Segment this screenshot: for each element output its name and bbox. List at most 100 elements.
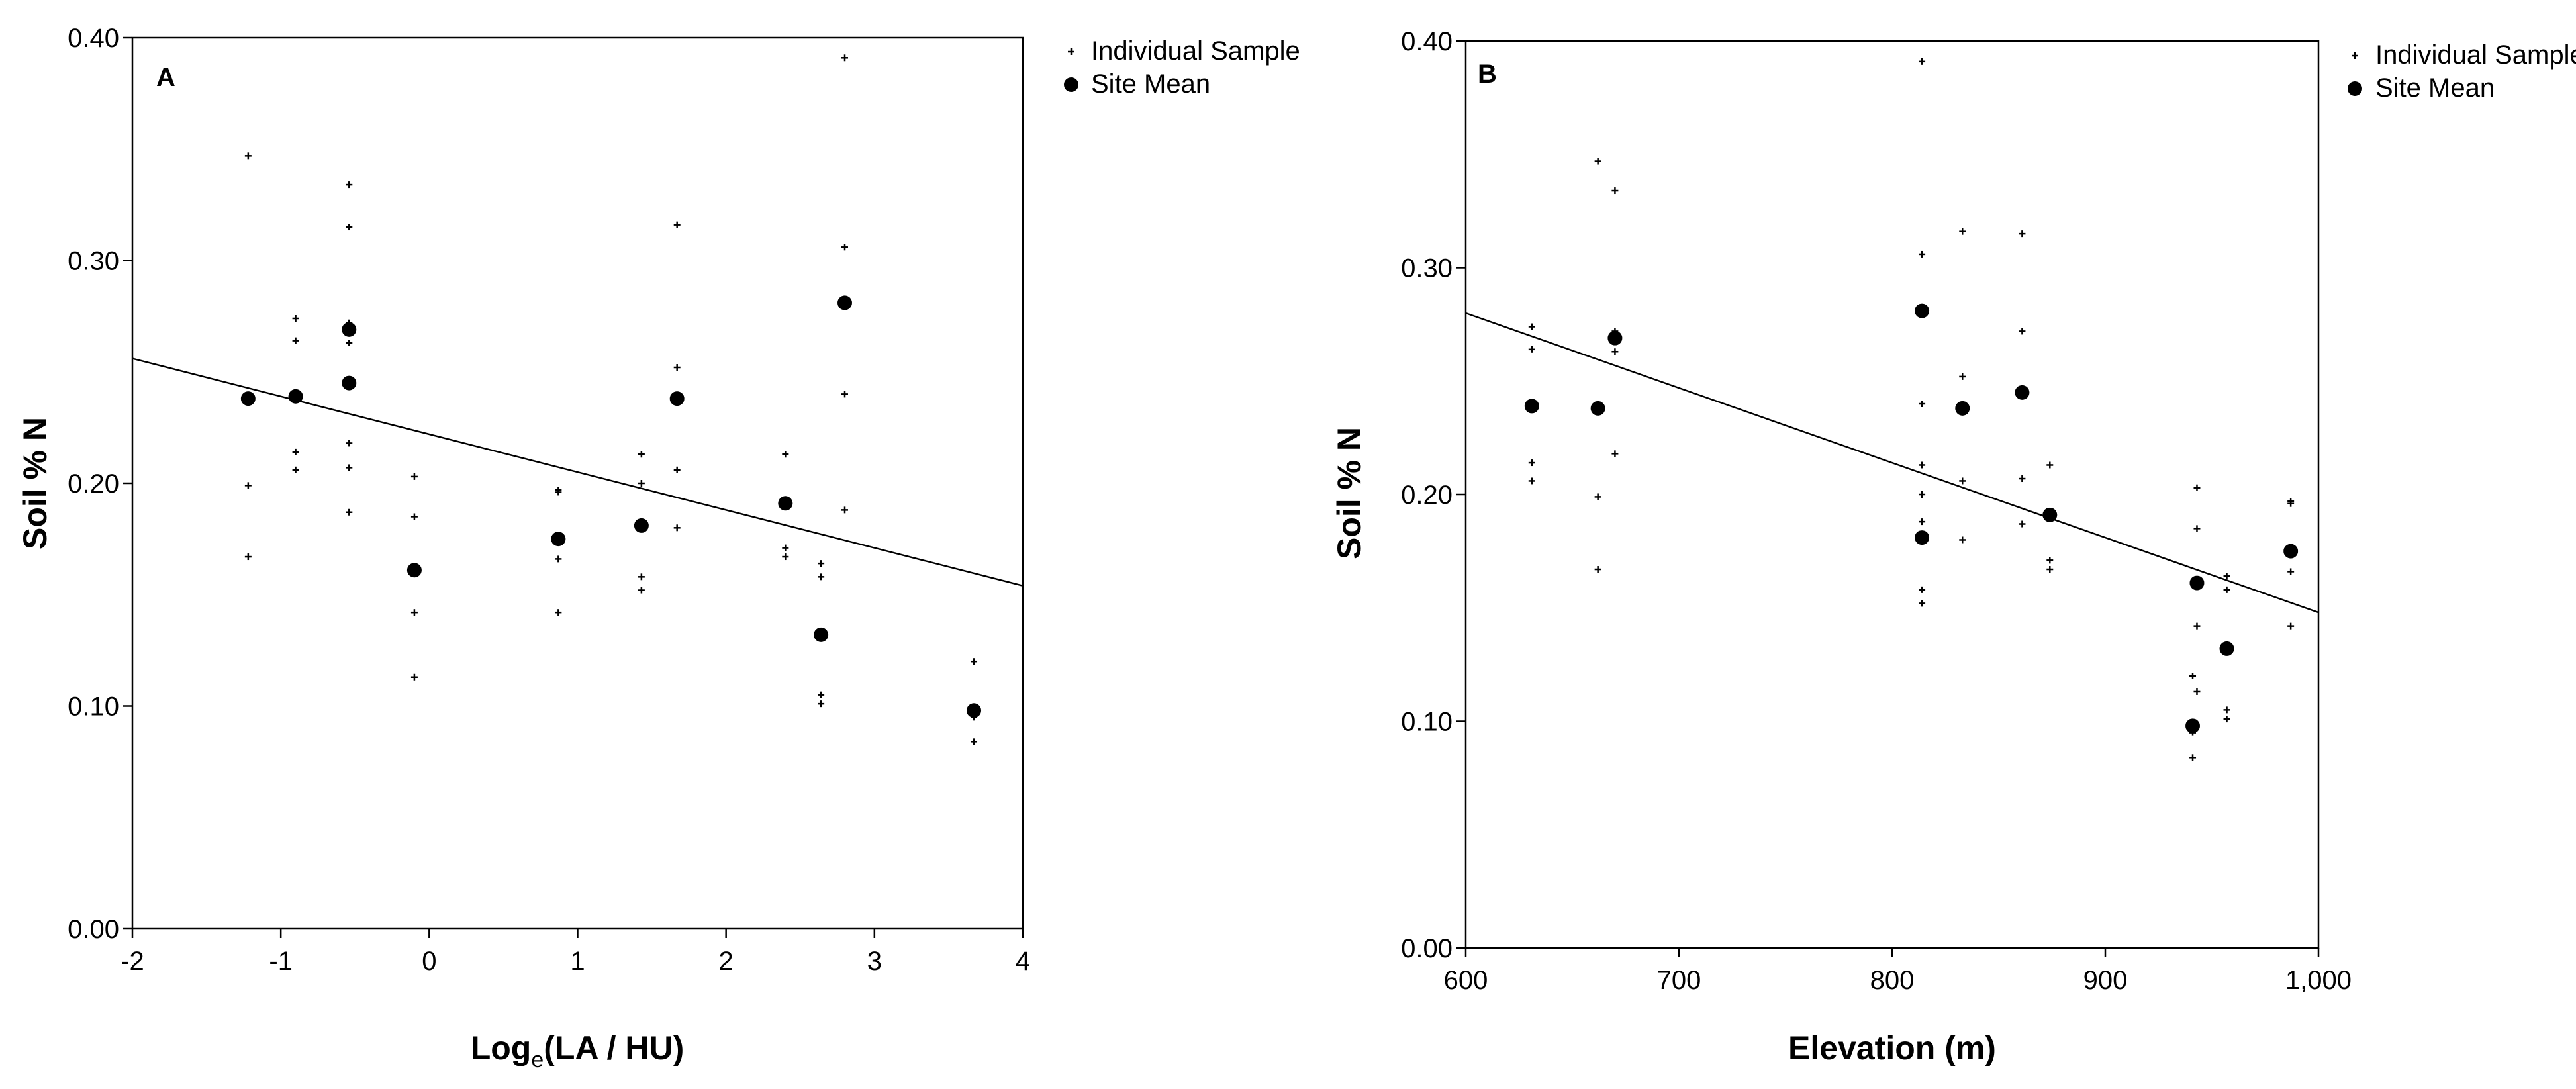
panel-a-legend-site-mean-marker xyxy=(1064,77,1078,92)
panel-a-individual-sample-point xyxy=(673,524,681,532)
panel-b-site-mean-point xyxy=(1590,401,1605,416)
panel-b-y-tick-label: 0.30 xyxy=(1401,254,1453,283)
panel-a-individual-sample-point xyxy=(346,181,353,189)
panel-a-individual-sample-point xyxy=(673,466,681,473)
panel-b-y-tick-label: 0.40 xyxy=(1401,27,1453,56)
panel-b-individual-sample-point xyxy=(1528,459,1535,467)
panel-a-legend-individual-sample-label: Individual Sample xyxy=(1091,36,1300,66)
panel-b-y-tick-label: 0.00 xyxy=(1401,934,1453,963)
panel-a-x-tick-label: 0 xyxy=(422,947,436,976)
panel-a-individual-sample-point xyxy=(346,508,353,516)
panel-a-x-tick-label: 2 xyxy=(719,947,734,976)
panel-a-individual-sample-point xyxy=(555,555,562,563)
panel-a-individual-sample-point xyxy=(638,480,645,487)
panel-a-individual-sample-point xyxy=(782,451,789,458)
panel-a-plot-frame xyxy=(131,36,1024,930)
panel-a-individual-sample-point xyxy=(638,573,645,581)
panel-a-x-tick-label: 3 xyxy=(867,947,882,976)
panel-a-individual-sample-point xyxy=(782,553,789,561)
panel-b-individual-sample-point xyxy=(1919,58,1926,65)
panel-b-series-individual-sample xyxy=(1528,58,2295,761)
panel-a-individual-sample-point xyxy=(292,448,299,455)
panel-a-individual-sample-point xyxy=(638,451,645,458)
panel-a-site-mean-point xyxy=(837,295,852,310)
panel-b-individual-sample-point xyxy=(2189,673,2197,679)
panel-b-individual-sample-point xyxy=(2046,566,2054,573)
panel-b-x-axis: 600 700 800 900 1,000 xyxy=(1444,948,2352,995)
panel-a-individual-sample-point xyxy=(410,473,418,480)
panel-b-panel-label: B xyxy=(1478,60,1497,89)
panel-b-individual-sample-point xyxy=(1919,461,1926,469)
panel-a-x-axis-title-main: Log xyxy=(471,1029,532,1066)
panel-b-individual-sample-point xyxy=(2193,622,2201,630)
panel-b-individual-sample-point xyxy=(2046,557,2054,564)
panel-a-individual-sample-point xyxy=(292,466,299,473)
panel-b-site-mean-point xyxy=(1524,399,1539,414)
panel-b-site-mean-point xyxy=(2283,544,2299,559)
panel-a-individual-sample-point xyxy=(841,54,848,62)
panel-a-individual-sample-point xyxy=(292,337,299,344)
panel-a-individual-sample-point xyxy=(410,673,418,681)
panel-b-legend-site-mean-label: Site Mean xyxy=(2375,73,2495,103)
panel-b-individual-sample-point xyxy=(1919,600,1926,607)
panel-a-individual-sample-point xyxy=(638,587,645,594)
panel-a-y-tick-label: 0.40 xyxy=(68,24,119,53)
panel-b-individual-sample-point xyxy=(2189,754,2197,761)
panel-a-individual-sample-point xyxy=(410,609,418,616)
panel-b-site-mean-point xyxy=(1607,330,1623,346)
panel-b-y-axis-title: Soil % N xyxy=(1331,427,1368,559)
panel-b-individual-sample-point xyxy=(1919,491,1926,498)
panel-a-individual-sample-point xyxy=(555,609,562,616)
panel-a-site-mean-point xyxy=(342,375,357,391)
panel-a-individual-sample-point xyxy=(818,691,825,698)
panel-b-x-tick-label: 700 xyxy=(1657,966,1701,995)
panel-a-legend-individual-sample-marker xyxy=(1068,48,1074,55)
panel-a-series-individual-sample xyxy=(244,54,978,745)
panel-b-individual-sample-point xyxy=(2287,500,2295,507)
panel-a-y-tick-label: 0.20 xyxy=(68,469,119,498)
panel-b-individual-sample-point xyxy=(1611,348,1619,355)
panel-b-individual-sample-point xyxy=(1919,401,1926,407)
panel-b-site-mean-point xyxy=(2189,575,2205,591)
panel-b-series-site-mean xyxy=(1524,303,2299,734)
panel-a-individual-sample-point xyxy=(555,489,562,496)
panel-a-x-axis: -2 -1 0 1 2 3 4 xyxy=(120,929,1030,976)
panel-a-individual-sample-point xyxy=(841,506,848,514)
panel-a-individual-sample-point xyxy=(410,513,418,520)
panel-b-individual-sample-point xyxy=(1528,323,1535,330)
panel-b-fit-line xyxy=(1465,312,2319,614)
panel-a-y-tick-label: 0.30 xyxy=(68,247,119,276)
panel-a-y-tick-label: 0.10 xyxy=(68,692,119,722)
panel-b-individual-sample-point xyxy=(1959,477,1966,485)
panel-a-individual-sample-point xyxy=(841,244,848,251)
panel-b-site-mean-point xyxy=(2042,507,2058,522)
panel-b-individual-sample-point xyxy=(2046,461,2054,469)
panel-b-individual-sample-point xyxy=(2193,688,2201,695)
panel-a-x-axis-title: Loge(LA / HU) xyxy=(471,1029,685,1072)
panel-a-series-site-mean xyxy=(240,295,982,718)
panel-b-chart: 0.00 0.10 0.20 0.30 0.40 600 700 800 900 1,000 Soi… xyxy=(1331,27,2576,1066)
panel-b-legend-individual-sample-marker xyxy=(2352,52,2358,59)
panel-a-y-tick-label: 0.00 xyxy=(68,915,119,944)
panel-a-individual-sample-point xyxy=(346,464,353,471)
panel-a-individual-sample-point xyxy=(841,391,848,398)
panel-b-individual-sample-point xyxy=(2019,328,2026,335)
panel-a-x-tick-label: -1 xyxy=(269,947,293,976)
panel-a-individual-sample-point xyxy=(818,573,825,581)
panel-a-site-mean-point xyxy=(240,391,256,406)
panel-b-individual-sample-point xyxy=(2287,568,2295,575)
panel-a-site-mean-point xyxy=(669,391,685,406)
panel-a-y-axis: 0.00 0.10 0.20 0.30 0.40 xyxy=(68,24,132,944)
panel-b-individual-sample-point xyxy=(2287,622,2295,630)
panel-a-fit-line xyxy=(132,357,1024,587)
panel-a-chart: 0.00 0.10 0.20 0.30 0.40 -2 -1 0 1 2 3 4 Soil % N Log… xyxy=(17,24,1300,1072)
panel-b-site-mean-point xyxy=(2015,385,2030,400)
panel-a-site-mean-point xyxy=(778,496,793,511)
panel-b-individual-sample-point xyxy=(1594,566,1601,573)
panel-b-x-tick-label: 800 xyxy=(1870,966,1915,995)
panel-b-individual-sample-point xyxy=(1959,228,1966,235)
panel-b-x-tick-label: 1,000 xyxy=(2285,966,2352,995)
panel-b-individual-sample-point xyxy=(1919,586,1926,593)
